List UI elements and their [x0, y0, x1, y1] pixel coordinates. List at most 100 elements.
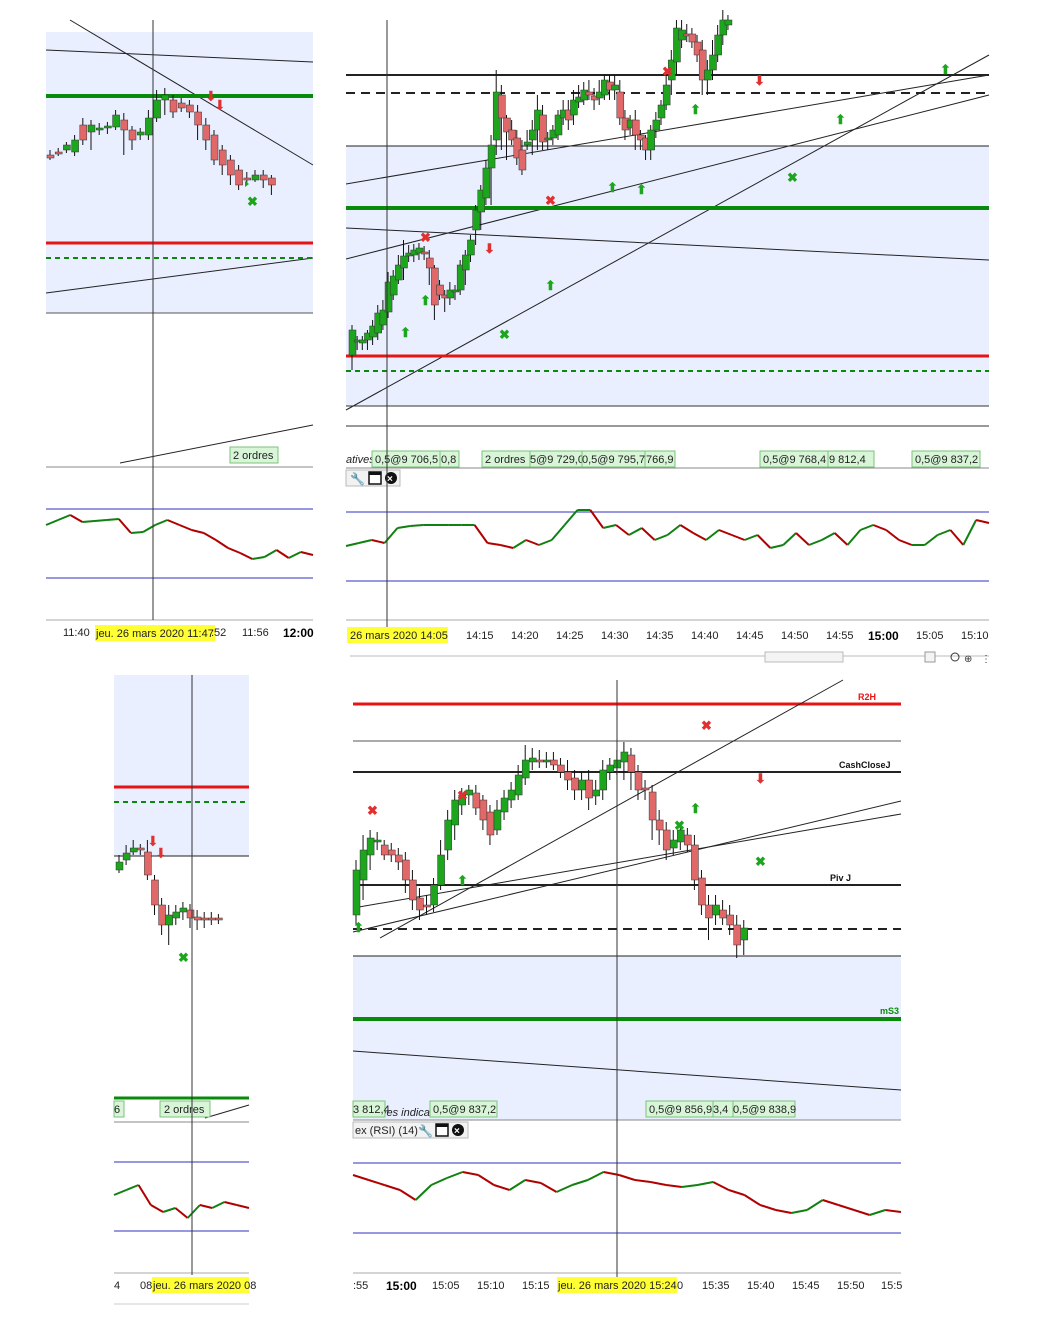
- order-box: 3 812,4: [352, 1100, 390, 1118]
- candle-body: [550, 759, 558, 766]
- order-box: 0,5@9 856,9: [645, 1100, 714, 1118]
- svg-text:08: 08: [140, 1280, 152, 1292]
- order-boxes[interactable]: 3 812,4 0,5@9 837,2 0,5@9 856,9 3,4 0,5@…: [352, 1100, 796, 1118]
- sell-arrow-icon: ⬇: [214, 97, 226, 113]
- svg-text:12:00: 12:00: [283, 626, 314, 640]
- order-box[interactable]: 2 ordres: [229, 446, 279, 464]
- exit-cross-icon: ✖: [457, 788, 468, 803]
- rsi-segment: [602, 524, 617, 529]
- indicator-toolbar[interactable]: 🔧 ×: [345, 469, 401, 487]
- candle-body: [395, 854, 403, 863]
- candle-body: [87, 124, 96, 133]
- candle-body: [420, 251, 429, 255]
- svg-text:15:5: 15:5: [881, 1280, 902, 1292]
- candle-body: [186, 909, 195, 919]
- panel-top-right[interactable]: ✖ ✖ ✖ ⬇ ⬇ ⬆ ⬆ ⬆ ⬆ ⬆ ⬆ ⬆ ⬆ ✖ ✖ atives 0,5@9 706,5 0,8 2…: [345, 10, 991, 665]
- candle-body: [395, 264, 403, 281]
- svg-text:14:15: 14:15: [466, 630, 494, 642]
- rsi-segment: [493, 1184, 510, 1191]
- exit-cross-icon: ✖: [755, 854, 766, 869]
- candle-body: [472, 792, 481, 809]
- svg-text:×: ×: [454, 1126, 460, 1137]
- candle-body: [389, 275, 398, 296]
- candle-body: [218, 149, 227, 166]
- candle-body: [120, 119, 129, 131]
- support-zone: [346, 146, 989, 406]
- candle-body: [451, 799, 459, 826]
- rsi-segment: [525, 1179, 542, 1184]
- exit-cross-icon: ✖: [367, 803, 378, 818]
- candle-body: [423, 904, 431, 908]
- wrench-icon[interactable]: 🔧: [418, 1123, 433, 1138]
- trend-lines: [352, 679, 902, 1091]
- rsi-segment: [885, 1209, 902, 1213]
- candle-body: [611, 84, 619, 91]
- candle-body: [616, 91, 625, 119]
- candle-body: [227, 159, 235, 176]
- candle-body: [177, 102, 186, 109]
- candle-body: [451, 289, 460, 293]
- rsi-segment: [587, 1171, 604, 1181]
- candle-body: [493, 809, 502, 831]
- close-icon[interactable]: [385, 472, 397, 484]
- candle-body: [169, 99, 178, 113]
- candle-body: [726, 914, 734, 926]
- candle-body: [698, 877, 706, 906]
- svg-text::55: :55: [353, 1280, 368, 1292]
- rsi-segment: [45, 519, 59, 526]
- rsi-segment: [227, 547, 241, 554]
- candle-body: [637, 134, 645, 141]
- candle-body: [161, 94, 170, 101]
- time-axis: 26 mars 2020 14:05 14:15 14:20 14:25 14:…: [347, 627, 989, 643]
- candle-body: [507, 789, 516, 801]
- rsi-segment: [203, 532, 217, 541]
- candle-body: [503, 117, 511, 133]
- rsi-segment: [137, 1184, 152, 1206]
- panel-top-left[interactable]: ⬇ ⬇ ✖ 2 ordres 11:40 jeu. 26 mars 2020 1…: [45, 19, 314, 641]
- candle-body: [557, 764, 565, 773]
- rsi-segment: [150, 1204, 164, 1213]
- svg-text:15:50: 15:50: [837, 1280, 865, 1292]
- order-box[interactable]: 2 ordres: [159, 1100, 211, 1118]
- candle-body: [400, 255, 408, 269]
- rsi-segment: [118, 518, 132, 534]
- buy-arrow-icon: ⬆: [636, 182, 647, 197]
- wrench-icon[interactable]: 🔧: [350, 471, 365, 486]
- order-box: 9 812,4: [827, 450, 875, 468]
- candle-body: [186, 104, 194, 113]
- candle-body: [426, 257, 434, 269]
- candle-body: [632, 119, 640, 136]
- rsi-segment: [743, 1194, 761, 1206]
- candle-body: [714, 34, 722, 56]
- candle-body: [539, 114, 547, 143]
- panel-bottom-left[interactable]: ⬇ ⬇ ✖ 6 2 ordres 4 08 jeu. 26 mars 2020 …: [113, 675, 256, 1305]
- rsi-segment: [540, 1182, 558, 1193]
- order-box: 2 ordres: [481, 450, 531, 468]
- candle-body: [446, 289, 455, 299]
- rsi-segment: [186, 1204, 201, 1219]
- rsi-segment: [860, 524, 874, 531]
- crosshair-date-badge: [95, 625, 215, 641]
- indicator-toolbar[interactable]: ex (RSI) (14) 🔧 ×: [352, 1121, 469, 1139]
- candle-body: [145, 117, 153, 136]
- candle-body: [536, 759, 544, 763]
- candle-body: [79, 124, 88, 141]
- svg-text:14:55: 14:55: [826, 630, 854, 642]
- rsi-segment: [949, 529, 965, 546]
- panel-bottom-right[interactable]: R2H CashCloseJ Piv J mS3 ✖✖✖⬇⬆⬆⬆✖✖ onnée…: [352, 679, 902, 1293]
- buy-arrow-icon: ⬆: [353, 920, 364, 935]
- close-icon[interactable]: [452, 1124, 464, 1136]
- candle-body: [521, 759, 530, 779]
- candle-body: [215, 917, 223, 921]
- rsi-segment: [872, 524, 887, 531]
- candle-body: [153, 99, 161, 119]
- svg-text:9 812,4: 9 812,4: [829, 454, 866, 466]
- sell-arrow-icon: ⬇: [754, 73, 765, 88]
- rsi-segment: [191, 529, 205, 534]
- order-box[interactable]: 6: [113, 1100, 125, 1118]
- horizontal-scrollbar[interactable]: ⊕ ⋮: [350, 651, 991, 665]
- candle-body: [705, 904, 713, 919]
- order-boxes[interactable]: 0,5@9 706,5 0,8 2 ordres 5@9 729,0 0,5@9…: [371, 450, 981, 468]
- candle-body: [513, 137, 522, 159]
- order-box: 0,5@9 838,9: [732, 1100, 796, 1118]
